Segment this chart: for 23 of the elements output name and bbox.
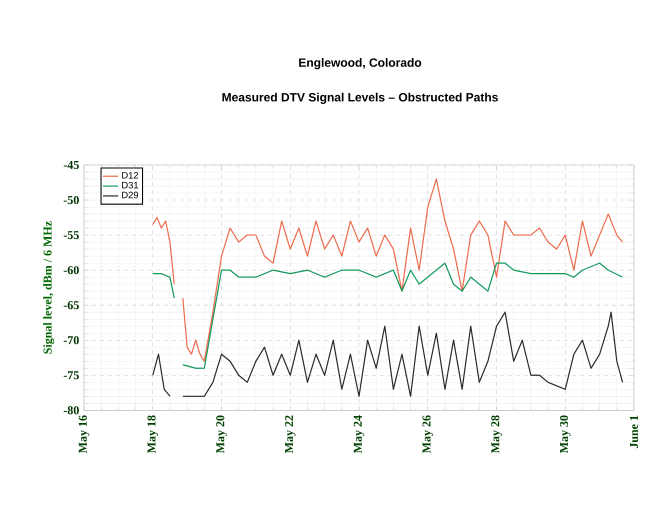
- x-tick-label: June 1: [630, 416, 638, 448]
- y-tick-label: -45: [64, 160, 79, 170]
- x-tick-label: May 24: [354, 415, 364, 454]
- y-tick-label: -55: [64, 231, 79, 240]
- y-axis-title: Signal level, dBm / 6 MHz: [43, 221, 54, 354]
- legend-label: D12: [122, 172, 138, 178]
- y-tick-label: -70: [64, 336, 79, 344]
- x-tick-label: May 20: [216, 415, 227, 454]
- y-tick-label: -80: [64, 406, 79, 414]
- x-tick-label: May 22: [284, 416, 296, 454]
- y-tick-label: -75: [64, 371, 79, 380]
- chart-subtitle: Measured DTV Signal Levels – Obstructed Paths: [222, 92, 498, 104]
- x-tick-label: May 26: [422, 415, 434, 454]
- x-tick-label: May 18: [147, 415, 158, 454]
- x-tick-label: May 28: [491, 415, 502, 454]
- legend-label: D29: [122, 192, 138, 198]
- legend-label: D31: [122, 182, 138, 188]
- x-tick-label: May 16: [78, 415, 90, 454]
- y-tick-label: -60: [64, 266, 79, 274]
- y-tick-label: -65: [64, 301, 79, 310]
- x-tick-label: May 30: [560, 415, 571, 454]
- y-tick-label: -50: [64, 196, 79, 204]
- chart-title: Englewood, Colorado: [299, 58, 422, 70]
